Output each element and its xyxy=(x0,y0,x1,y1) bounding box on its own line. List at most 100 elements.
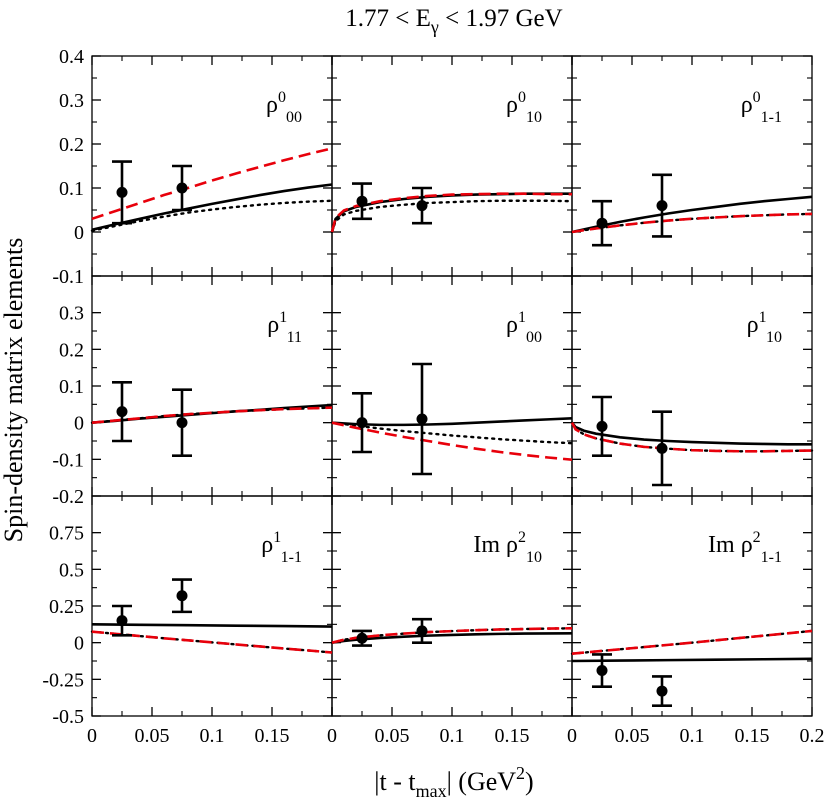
y-tick-label: 0.1 xyxy=(59,178,84,200)
x-tick-label: 0.15 xyxy=(495,725,530,747)
panel-2-3-label-sup: 1 xyxy=(759,309,767,326)
x-tick-label: 0.05 xyxy=(615,725,650,747)
panel-3-1-label: ρ11-1 xyxy=(261,529,302,566)
panel-3-3-curve-dotted xyxy=(570,629,814,655)
x-tick-label: 0.05 xyxy=(375,725,410,747)
panel-3-1-label-sup: 1 xyxy=(273,529,281,546)
panel-1-1-label-sup: 0 xyxy=(278,89,286,106)
panel-1-1-curve-dashed xyxy=(91,147,333,221)
panel-2-1-curve-dashed xyxy=(91,406,333,424)
panel-1-3-label-sub: 1-1 xyxy=(761,109,782,126)
panel-2-3-data-point xyxy=(656,442,668,454)
y-tick-label: -0.25 xyxy=(42,669,84,691)
panel-3-3-frame xyxy=(571,495,813,717)
y-tick-label: 0.25 xyxy=(49,596,84,618)
x-tick-label: 0.15 xyxy=(255,725,290,747)
x-tick-label: 0 xyxy=(87,725,97,747)
x-tick-label: 0.1 xyxy=(440,725,465,747)
panel-2-2-label: ρ100 xyxy=(506,309,542,346)
y-tick-label: 0.4 xyxy=(59,46,84,68)
panel-3-1-curve-dotted xyxy=(90,630,334,654)
x-tick-label: 0 xyxy=(327,725,337,747)
panel-2-3-curve-dashed xyxy=(570,422,813,453)
panel-3-3-curve-solid xyxy=(571,657,813,663)
panel-2-3-label-sub: 10 xyxy=(766,329,782,346)
panel-1-3-label-sup: 0 xyxy=(753,89,761,106)
y-tick-label: 0.5 xyxy=(59,559,84,581)
panel-grid xyxy=(91,55,813,717)
panel-3-3-data-point xyxy=(596,665,608,677)
y-tick-label: -0.5 xyxy=(52,706,84,728)
y-tick-label: -0.2 xyxy=(52,486,84,508)
panel-3-3-label: Im ρ21-1 xyxy=(708,529,782,566)
y-tick-label: 0.2 xyxy=(59,134,84,156)
panel-2-2-data-point xyxy=(356,417,368,429)
panel-1-2-label-symbol: ρ xyxy=(506,92,518,118)
y-tick-label: 0 xyxy=(74,413,84,435)
chart-title: 1.77 < Eγ < 1.97 GeV xyxy=(345,5,562,37)
panel-3-2-curve-solid xyxy=(331,631,573,644)
tick-labels: -0.1 0 0.1 0.2 0.3 0.4 -0.2 -0.1 0 0.1 0.2 0.3 -0.5 -… xyxy=(42,46,824,747)
panel-2-1-data-point xyxy=(176,417,188,429)
panel-2-1-label-sup: 1 xyxy=(279,309,287,326)
panel-1-3-label-symbol: ρ xyxy=(741,92,753,118)
model-curves xyxy=(90,147,814,663)
y-tick-label: 0.75 xyxy=(49,523,84,545)
panel-3-3-label-sup: 2 xyxy=(753,529,761,546)
panel-1-3-curve-dotted xyxy=(570,212,814,234)
panel-3-2-curve-dashed xyxy=(331,626,573,644)
data-points xyxy=(112,160,672,708)
panel-1-1-curve-solid xyxy=(91,183,333,232)
panel-1-2-frame xyxy=(331,55,573,277)
y-tick-label: 0.3 xyxy=(59,90,84,112)
panel-3-1-label-sub: 1-1 xyxy=(281,549,302,566)
y-tick-label: 0 xyxy=(74,222,84,244)
x-tick-label: 0.1 xyxy=(680,725,705,747)
y-tick-label: -0.1 xyxy=(52,449,84,471)
panel-1-2-data-point xyxy=(356,195,368,207)
panel-1-3-data-point xyxy=(596,217,608,229)
panel-1-1-label-sub: 00 xyxy=(286,109,302,126)
panel-2-1-label: ρ111 xyxy=(267,309,302,346)
panel-1-2-label-sup: 0 xyxy=(518,89,526,106)
y-tick-label: 0.2 xyxy=(59,339,84,361)
panel-2-2-label-sub: 00 xyxy=(526,329,542,346)
panel-2-3-label-symbol: ρ xyxy=(747,312,759,338)
panel-3-2-label-sup: 2 xyxy=(518,529,526,546)
panel-2-1-data-point xyxy=(116,406,128,418)
panel-3-2-data-point xyxy=(356,632,368,644)
panel-2-1-label-symbol: ρ xyxy=(267,312,279,338)
panel-3-2-label-symbol: Im ρ xyxy=(473,532,518,558)
y-tick-label: 0 xyxy=(74,633,84,655)
panel-3-1-data-point xyxy=(116,615,128,627)
panel-2-2-label-symbol: ρ xyxy=(506,312,518,338)
panel-3-2-data-point xyxy=(416,625,428,637)
panel-3-2-frame xyxy=(331,495,573,717)
panel-2-3-curve-dotted xyxy=(570,421,814,453)
panel-2-1-frame xyxy=(91,275,333,497)
x-tick-label: 0.1 xyxy=(200,725,225,747)
panel-1-2-curve-dotted xyxy=(330,199,574,234)
y-tick-label: -0.1 xyxy=(52,266,84,288)
panel-2-3-label: ρ1 10 xyxy=(747,309,782,346)
panel-2-2-frame xyxy=(331,275,573,497)
panel-1-2-label-sub: 10 xyxy=(526,109,542,126)
panel-2-3-data-point xyxy=(596,420,608,432)
panel-2-2-data-point xyxy=(416,413,428,425)
panel-1-1-curve-dotted xyxy=(90,199,334,232)
x-axis-label: |t - tmax| (GeV2) xyxy=(374,763,533,801)
panel-2-2-curve-solid xyxy=(331,416,573,427)
panel-3-1-curve-solid xyxy=(91,623,333,628)
panel-1-2-curve-dashed xyxy=(330,192,572,233)
panel-3-3-data-point xyxy=(656,685,668,697)
panel-1-1-label-symbol: ρ xyxy=(266,92,278,118)
panel-2-2-curve-dashed xyxy=(331,421,573,461)
panel-3-3-label-symbol: Im ρ xyxy=(708,532,753,558)
panel-1-3-curve-dashed xyxy=(571,212,813,234)
x-tick-label: 0.15 xyxy=(735,725,770,747)
panel-1-1-label: ρ000 xyxy=(266,89,302,126)
panel-3-1-label-symbol: ρ xyxy=(261,532,273,558)
panel-2-2-curve-dotted xyxy=(330,421,574,445)
panel-3-3-label-sub: 1-1 xyxy=(761,549,782,566)
